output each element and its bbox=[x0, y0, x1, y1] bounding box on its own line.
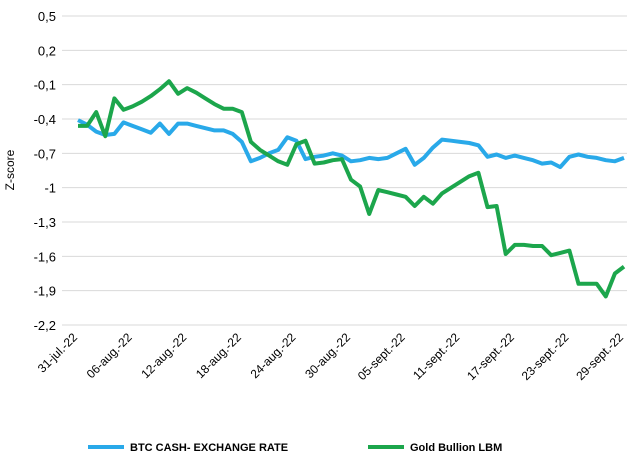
y-axis-label: Z-score bbox=[3, 149, 17, 190]
y-tick-label: -0,1 bbox=[34, 78, 56, 93]
x-tick-label: 06-aug.-22 bbox=[84, 330, 135, 381]
x-tick-label: 05-sept.-22 bbox=[355, 330, 408, 383]
y-tick-label: -1 bbox=[44, 181, 56, 196]
x-tick-label: 12-aug.-22 bbox=[138, 330, 189, 381]
x-tick-label: 17-sept.-22 bbox=[464, 330, 517, 383]
x-tick-label: 31-jul.-22 bbox=[35, 330, 81, 376]
y-tick-label: 0,5 bbox=[38, 9, 56, 24]
series-line bbox=[77, 118, 625, 170]
legend-label: BTC CASH- EXCHANGE RATE bbox=[130, 442, 288, 454]
x-tick-label: 18-aug.-22 bbox=[193, 330, 244, 381]
y-tick-label: -0,4 bbox=[34, 112, 56, 127]
x-tick-label: 29-sept.-22 bbox=[573, 330, 626, 383]
y-tick-label: -2,2 bbox=[34, 318, 56, 333]
x-tick-label: 23-sept.-22 bbox=[519, 330, 572, 383]
y-tick-label: -0,7 bbox=[34, 146, 56, 161]
x-tick-label: 30-aug.-22 bbox=[302, 330, 353, 381]
y-tick-label: -1,6 bbox=[34, 249, 56, 264]
y-tick-label: 0,2 bbox=[38, 43, 56, 58]
y-tick-label: -1,3 bbox=[34, 215, 56, 230]
legend-label: Gold Bullion LBM bbox=[410, 442, 502, 454]
x-tick-label: 11-sept.-22 bbox=[410, 330, 462, 382]
series-line bbox=[78, 79, 626, 299]
y-tick-label: -1,9 bbox=[34, 284, 56, 299]
x-tick-label: 24-aug.-22 bbox=[248, 330, 299, 381]
